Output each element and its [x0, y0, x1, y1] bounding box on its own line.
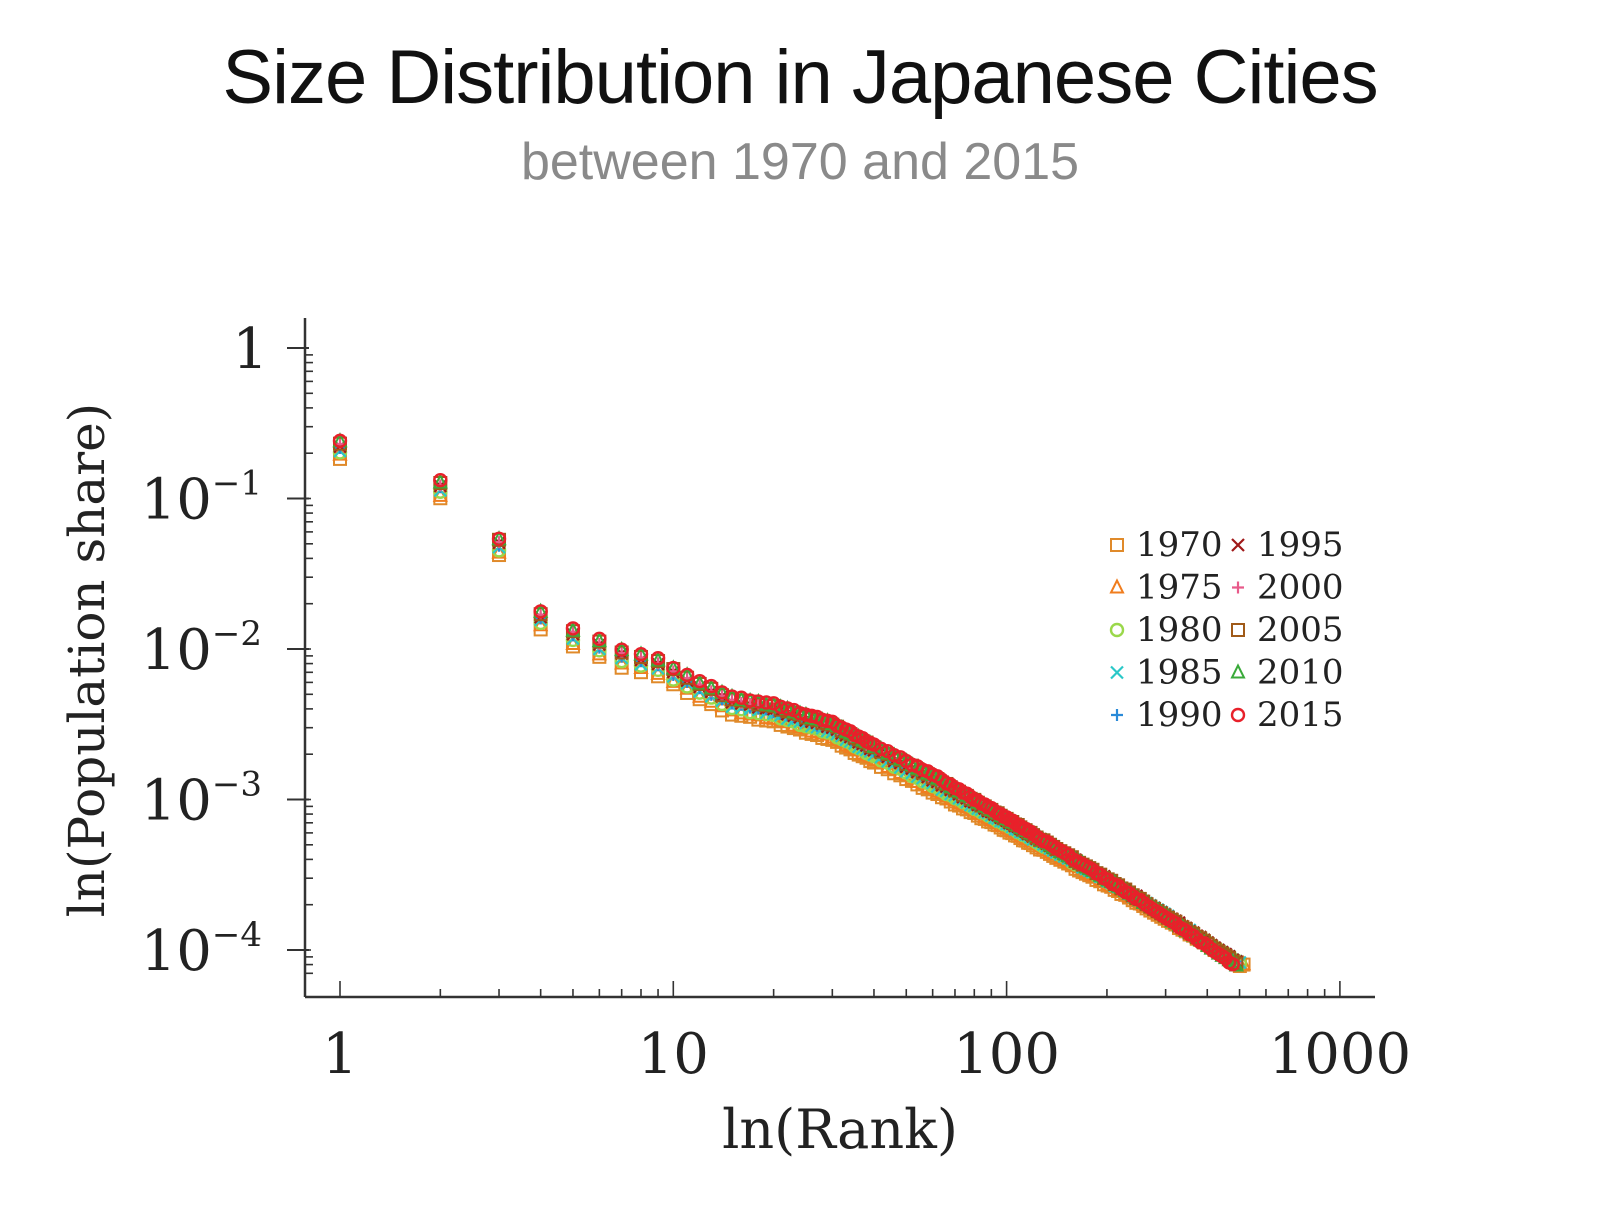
data-point [1189, 931, 1204, 947]
legend-marker [1109, 578, 1125, 594]
data-point [1225, 957, 1240, 972]
legend-marker [1110, 538, 1124, 552]
data-point [433, 473, 448, 488]
legend-marker [1231, 538, 1245, 552]
legend-label: 1995 [1257, 525, 1344, 565]
legend-label: 1970 [1136, 525, 1223, 565]
data-point [591, 631, 607, 648]
legend-marker [1111, 709, 1123, 721]
data-point [533, 604, 548, 619]
legend-label: 2010 [1257, 653, 1344, 693]
data-point [773, 699, 788, 715]
x-tick-label: 10 [638, 1022, 709, 1087]
data-point [614, 642, 629, 657]
legend-marker [1110, 665, 1124, 680]
x-tick-label: 1 [322, 1022, 358, 1087]
legend-label: 1990 [1136, 695, 1223, 735]
data-point [866, 737, 882, 752]
legend-label: 2000 [1257, 568, 1344, 608]
legend-label: 1985 [1136, 653, 1223, 693]
legend-marker [1230, 663, 1246, 679]
legend-label: 2015 [1257, 695, 1344, 735]
x-tick-label: 100 [953, 1022, 1060, 1087]
y-tick-label: 1 [232, 317, 268, 382]
legend-item-1985: 1985 [1110, 653, 1223, 693]
data-point [332, 433, 348, 449]
data-point [650, 651, 666, 667]
x-tick-label: 1000 [1269, 1022, 1412, 1087]
legend-marker [1230, 707, 1246, 723]
legend-item-1990: 1990 [1111, 695, 1223, 735]
data-point [692, 674, 708, 690]
data-point [592, 631, 607, 646]
data-point [679, 667, 695, 683]
data-point [759, 695, 774, 710]
data-point [766, 696, 781, 711]
data-point [650, 651, 666, 666]
data-point [873, 741, 889, 757]
legend-marker [1109, 622, 1125, 638]
y-tick-label: 10−1 [141, 464, 262, 533]
data-point [432, 473, 448, 489]
legend-item-2005: 2005 [1231, 610, 1344, 650]
legend-item-1980: 1980 [1109, 610, 1223, 650]
legend-marker [1232, 581, 1244, 594]
data-point [491, 531, 507, 547]
chart-subtitle: between 1970 and 2015 [520, 133, 1080, 191]
data-point [704, 678, 719, 694]
legend-item-1995: 1995 [1231, 525, 1344, 565]
legend-marker [1231, 623, 1245, 637]
series-2015 [332, 433, 1240, 972]
data-point [633, 646, 649, 662]
data-point [565, 621, 581, 637]
data-point [565, 621, 581, 636]
data-point [780, 701, 795, 716]
data-points [332, 432, 1252, 974]
legend-label: 1980 [1136, 610, 1223, 650]
legend-label: 1975 [1136, 568, 1223, 608]
data-point [970, 793, 986, 808]
y-tick-label: 10−4 [141, 915, 262, 984]
legend-item-1975: 1975 [1109, 568, 1223, 608]
legend-item-2015: 2015 [1230, 695, 1344, 735]
data-point [703, 679, 719, 695]
axes: 1 10−1 10−2 10−3 10−4 1 10 100 1000 [141, 317, 1412, 1087]
data-point [886, 748, 902, 763]
data-point [963, 789, 978, 804]
data-point [1125, 888, 1140, 904]
chart-title: Size Distribution in Japanese Cities [222, 35, 1378, 120]
y-tick-label: 10−2 [141, 614, 262, 683]
data-point [692, 673, 707, 689]
data-point [666, 660, 681, 676]
legend-label: 2005 [1257, 610, 1344, 650]
x-axis-label: ln(Rank) [722, 1098, 958, 1161]
data-point [724, 689, 740, 704]
data-point [734, 690, 749, 705]
legend-item-2000: 2000 [1232, 568, 1344, 608]
data-point [751, 694, 766, 709]
y-tick-label: 10−3 [141, 765, 262, 834]
data-point [742, 693, 758, 708]
y-axis-label: ln(Population share) [58, 403, 116, 917]
legend-item-1970: 1970 [1110, 525, 1223, 565]
legend-item-2010: 2010 [1230, 653, 1344, 693]
